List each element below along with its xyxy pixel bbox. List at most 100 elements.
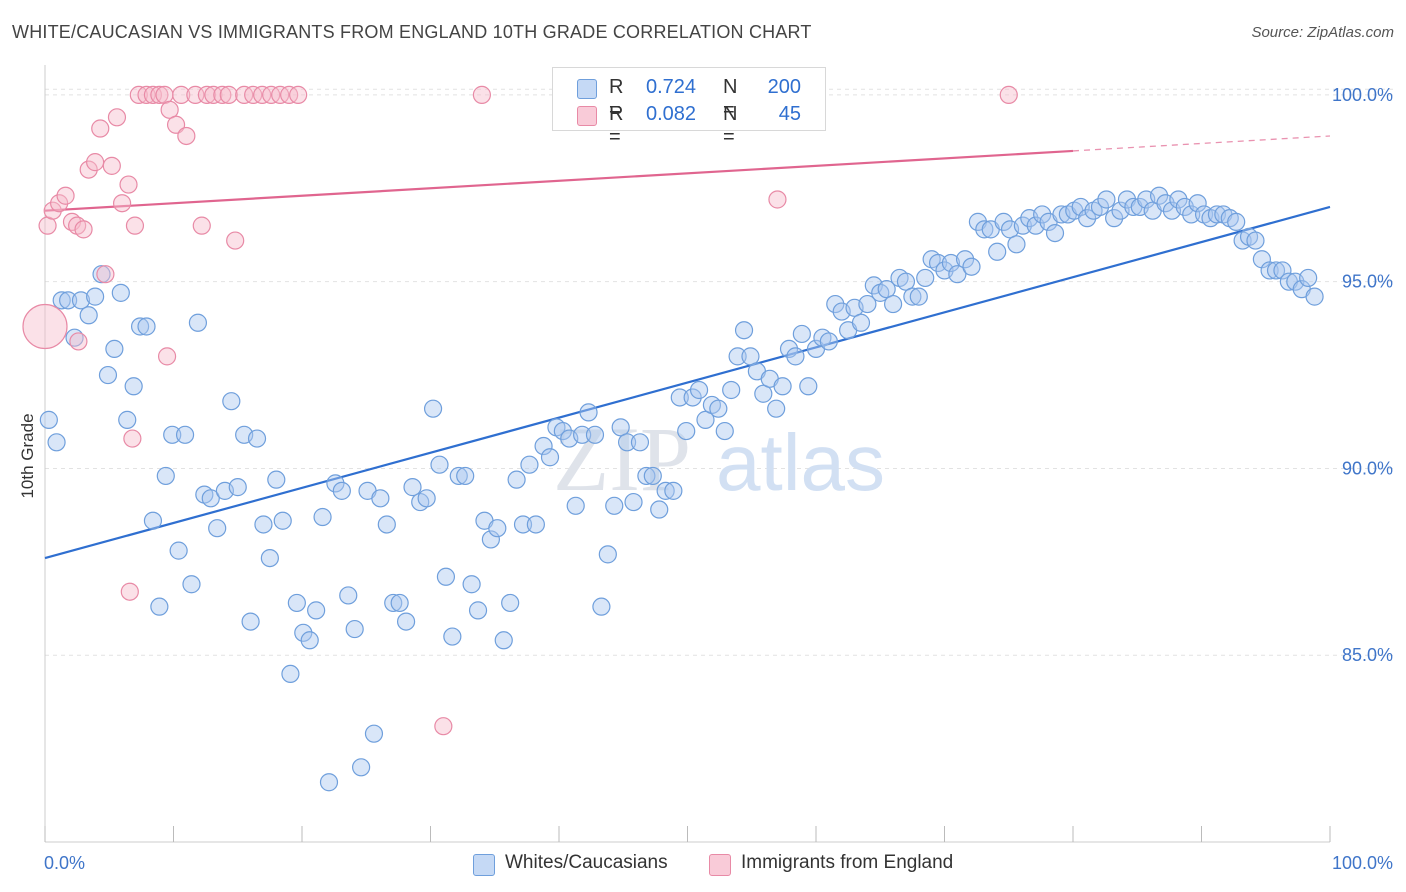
trend-lines — [44, 135, 1331, 560]
point-whites — [670, 388, 689, 407]
point-whites — [156, 466, 175, 486]
point-whites — [118, 410, 137, 429]
point-whites — [1266, 261, 1286, 280]
point-england — [22, 303, 68, 350]
source-label: Source: ZipAtlas.com — [1251, 24, 1394, 41]
y-tick-label: 100.0% — [1332, 85, 1393, 105]
point-whites — [1097, 190, 1116, 209]
point-whites — [501, 593, 520, 613]
point-whites — [260, 548, 279, 568]
point-whites — [182, 575, 201, 594]
series-england-points — [22, 85, 1018, 736]
point-england — [102, 156, 121, 175]
point-whites — [579, 403, 598, 422]
point-whites — [390, 593, 409, 613]
point-whites — [585, 425, 605, 444]
point-whites — [307, 601, 326, 620]
point-whites — [605, 496, 624, 515]
point-whites — [573, 425, 592, 444]
bottom-legend-swatch-pink — [709, 854, 731, 876]
point-whites — [1273, 261, 1292, 280]
point-whites — [520, 455, 539, 474]
x-tick-label: 0.0% — [44, 853, 85, 873]
y-tick-label: 95.0% — [1342, 272, 1393, 292]
point-whites — [468, 601, 488, 620]
chart-title: WHITE/CAUCASIAN VS IMMIGRANTS FROM ENGLA… — [12, 22, 812, 42]
point-whites — [47, 433, 66, 452]
point-whites — [677, 421, 696, 441]
point-whites — [1169, 190, 1188, 209]
point-whites — [228, 478, 247, 497]
r-value: 0.724 — [646, 76, 697, 98]
point-whites — [773, 377, 792, 396]
y-tick-label: 85.0% — [1342, 645, 1393, 665]
point-whites — [903, 287, 922, 306]
point-whites — [715, 421, 734, 441]
point-whites — [779, 339, 799, 359]
point-whites — [1188, 194, 1207, 213]
point-whites — [507, 470, 526, 489]
point-england — [119, 175, 138, 194]
point-whites — [111, 283, 130, 302]
n-value: 200 — [767, 76, 801, 98]
point-england — [56, 186, 75, 205]
point-whites — [494, 631, 513, 650]
point-whites — [222, 392, 241, 411]
point-whites — [339, 586, 358, 605]
point-whites — [1182, 205, 1201, 224]
point-whites — [371, 489, 390, 508]
point-england — [86, 153, 105, 172]
point-england — [129, 85, 148, 104]
point-whites — [1260, 261, 1279, 280]
point-england — [123, 429, 142, 448]
point-whites — [300, 631, 319, 650]
y-axis-label: 10th Grade — [18, 413, 37, 498]
watermark-zip: ZIP — [553, 408, 691, 510]
point-whites — [287, 593, 306, 613]
point-whites — [1105, 209, 1124, 228]
point-whites — [592, 597, 611, 616]
point-whites — [624, 492, 643, 512]
point-whites — [208, 519, 227, 538]
point-whites — [86, 287, 105, 306]
x-tick-label: 100.0% — [1332, 853, 1393, 873]
point-whites — [643, 466, 662, 486]
point-whites — [948, 265, 967, 284]
point-england — [69, 332, 88, 351]
point-whites — [267, 470, 286, 489]
point-whites — [1246, 231, 1265, 250]
point-whites — [826, 294, 845, 314]
point-whites — [294, 623, 313, 642]
point-whites — [767, 399, 786, 418]
point-whites — [955, 250, 975, 269]
point-england — [768, 190, 787, 209]
n-value: 45 — [778, 103, 801, 125]
point-whites — [909, 287, 928, 306]
point-whites — [553, 421, 572, 441]
point-whites — [526, 515, 545, 534]
grid-lines — [45, 88, 1395, 656]
point-whites — [1033, 205, 1052, 224]
point-whites — [488, 519, 507, 538]
point-whites — [664, 481, 683, 500]
point-england — [112, 194, 132, 213]
n-label: N = — [723, 76, 738, 121]
point-whites — [98, 365, 118, 385]
point-england — [120, 582, 139, 601]
point-whites — [689, 380, 709, 400]
point-whites — [1078, 209, 1097, 228]
point-whites — [1007, 235, 1026, 254]
point-whites — [71, 291, 91, 310]
point-whites — [1090, 197, 1110, 217]
point-whites — [247, 429, 267, 448]
point-whites — [254, 515, 273, 534]
stats-legend: R = 0.724 N = 200 R = 0.082 N = 45 — [552, 67, 826, 148]
point-england — [125, 216, 145, 235]
point-england — [79, 160, 98, 179]
point-england — [289, 85, 308, 104]
point-whites — [169, 541, 188, 560]
point-whites — [819, 332, 838, 351]
point-england — [434, 717, 453, 736]
point-england — [472, 85, 491, 104]
point-whites — [630, 433, 650, 452]
